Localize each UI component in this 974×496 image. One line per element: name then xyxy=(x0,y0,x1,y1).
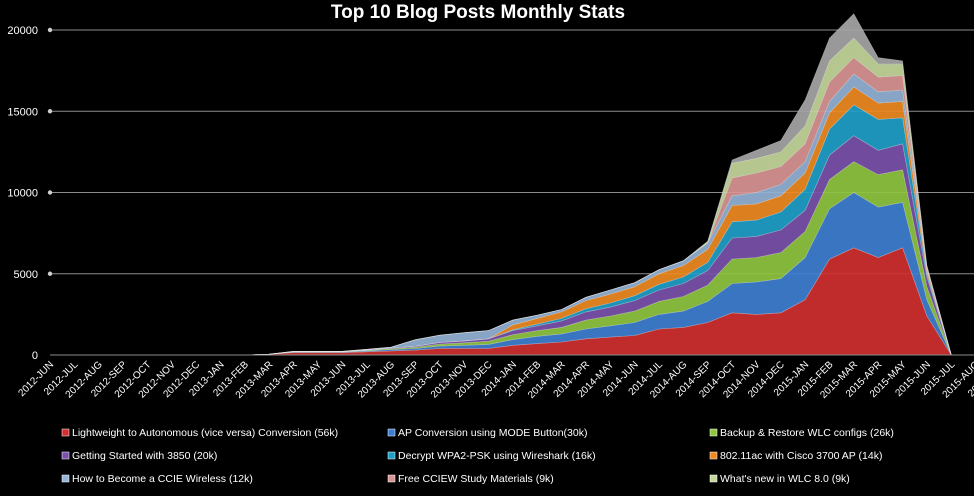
legend-label: What's new in WLC 8.0 (9k) xyxy=(720,473,850,485)
chart-title: Top 10 Blog Posts Monthly Stats xyxy=(331,2,625,23)
area-series xyxy=(50,73,974,356)
y-tick-marker xyxy=(47,190,53,195)
legend-label: Backup & Restore WLC configs (26k) xyxy=(720,427,894,439)
area-series xyxy=(50,57,974,356)
area-series-fill xyxy=(50,57,974,356)
legend-swatch xyxy=(61,474,70,483)
y-tick-marker xyxy=(47,271,53,276)
legend-swatch xyxy=(387,474,396,483)
legend-label: AP Conversion using MODE Button(30k) xyxy=(398,427,587,439)
legend-label: Decrypt WPA2-PSK using Wireshark (16k) xyxy=(398,450,596,462)
legend-item: 802.11ac with Cisco 3700 AP (14k) xyxy=(709,450,882,462)
y-tick-marker xyxy=(47,109,53,114)
y-tick-label: 10000 xyxy=(7,188,38,200)
legend-swatch xyxy=(709,451,718,460)
area-series xyxy=(50,13,974,356)
y-tick-label: 5000 xyxy=(14,269,38,281)
legend-label: Free CCIEW Study Materials (9k) xyxy=(398,473,554,485)
legend-swatch xyxy=(61,451,70,460)
legend-item: Lightweight to Autonomous (vice versa) C… xyxy=(61,427,338,439)
y-tick-label: 0 xyxy=(32,350,38,362)
y-tick-label: 15000 xyxy=(7,106,38,118)
legend-item: What's new in WLC 8.0 (9k) xyxy=(709,473,850,485)
area-series-group xyxy=(50,13,974,356)
legend-item: Getting Started with 3850 (20k) xyxy=(61,450,217,462)
legend-label: How to Become a CCIE Wireless (12k) xyxy=(72,473,253,485)
area-series xyxy=(50,37,974,356)
legend-item: Decrypt WPA2-PSK using Wireshark (16k) xyxy=(387,450,596,462)
area-series-fill xyxy=(50,37,974,356)
legend-item: AP Conversion using MODE Button(30k) xyxy=(387,427,587,439)
legend-item: Backup & Restore WLC configs (26k) xyxy=(709,427,894,439)
legend-swatch xyxy=(387,451,396,460)
legend-background xyxy=(0,424,974,496)
legend-swatch xyxy=(709,428,718,437)
y-axis: 0 5000 10000 15000 20000 xyxy=(7,25,53,362)
legend-item: How to Become a CCIE Wireless (12k) xyxy=(61,473,253,485)
legend-swatch xyxy=(387,428,396,437)
y-tick-marker xyxy=(47,27,53,33)
x-axis: 2012-JUN2012-JUL2012-AUG2012-SEP2012-OCT… xyxy=(17,354,974,401)
legend-label: Getting Started with 3850 (20k) xyxy=(72,450,217,462)
area-series-fill xyxy=(50,73,974,356)
legend-swatch xyxy=(61,428,70,437)
area-series-fill xyxy=(50,13,974,356)
legend-swatch xyxy=(709,474,718,483)
y-tick-label: 20000 xyxy=(7,25,38,37)
legend-label: 802.11ac with Cisco 3700 AP (14k) xyxy=(720,450,882,462)
legend-item: Free CCIEW Study Materials (9k) xyxy=(387,473,554,485)
legend: Lightweight to Autonomous (vice versa) C… xyxy=(0,424,974,496)
legend-label: Lightweight to Autonomous (vice versa) C… xyxy=(72,427,338,439)
